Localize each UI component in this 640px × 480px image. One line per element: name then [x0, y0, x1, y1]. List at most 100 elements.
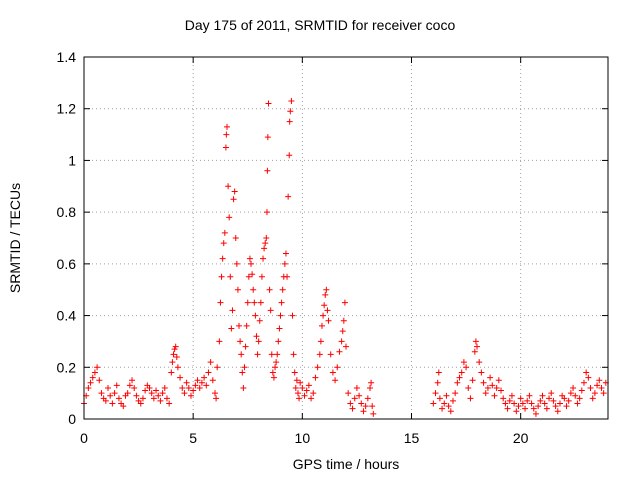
data-point [169, 359, 176, 366]
data-point [517, 395, 524, 402]
data-point [297, 379, 304, 386]
data-point [362, 403, 369, 410]
data-point [270, 374, 277, 381]
data-point [491, 392, 498, 399]
data-point [570, 384, 577, 391]
data-point [171, 346, 178, 353]
y-tick-label: 0.4 [57, 308, 77, 324]
data-point [522, 405, 529, 412]
data-point [190, 387, 197, 394]
data-point [173, 353, 180, 360]
data-point [436, 395, 443, 402]
data-point [572, 392, 579, 399]
data-point [155, 392, 162, 399]
data-point [447, 408, 454, 415]
data-point [487, 374, 494, 381]
data-point [563, 403, 570, 410]
data-point [288, 97, 295, 104]
data-point [129, 377, 136, 384]
data-point [272, 364, 279, 371]
data-point [238, 351, 245, 358]
data-point [456, 374, 463, 381]
data-point [368, 379, 375, 386]
data-point [207, 359, 214, 366]
data-point [159, 390, 166, 397]
data-point [212, 390, 218, 397]
data-point [85, 384, 92, 391]
data-point [87, 379, 94, 386]
data-point [240, 384, 247, 391]
data-point [161, 384, 168, 391]
data-point [460, 359, 467, 366]
data-point [256, 317, 263, 324]
data-point [217, 299, 224, 306]
data-point [508, 392, 515, 399]
x-tick-label: 0 [80, 430, 88, 446]
data-point [467, 395, 474, 402]
data-point [329, 369, 336, 376]
data-point [230, 196, 237, 203]
data-point [589, 395, 596, 402]
data-point [360, 408, 367, 415]
data-point [349, 405, 356, 412]
data-point [293, 377, 300, 384]
data-point [316, 351, 323, 358]
data-point [465, 384, 472, 391]
data-point [242, 343, 249, 350]
data-point [274, 351, 281, 358]
data-point [493, 384, 500, 391]
data-point [443, 392, 450, 399]
data-point [550, 397, 557, 404]
y-tick-label: 0.8 [57, 204, 77, 220]
axis-ticks: 0 0.2 0.4 0.6 0.8 1 1.2 1.4 0 5 10 15 20 [57, 49, 608, 446]
y-tick-label: 0 [68, 411, 76, 427]
data-point [310, 390, 317, 397]
data-point [574, 400, 581, 407]
data-point [168, 369, 175, 376]
data-point [276, 325, 283, 332]
data-point [172, 343, 179, 350]
data-point [519, 400, 526, 407]
data-point [185, 384, 192, 391]
data-point [234, 286, 241, 293]
y-tick-label: 0.6 [57, 256, 77, 272]
data-point [146, 384, 153, 391]
data-point [264, 167, 271, 174]
grid-lines [84, 57, 608, 419]
data-point [131, 384, 138, 391]
data-point [248, 260, 255, 267]
data-point [463, 364, 470, 371]
data-point [137, 400, 144, 407]
data-point [246, 255, 253, 262]
data-point [219, 255, 226, 262]
data-point [449, 397, 456, 404]
data-point [367, 384, 374, 391]
x-tick-label: 5 [189, 430, 197, 446]
data-point [216, 338, 223, 345]
data-point [263, 235, 270, 241]
data-point [229, 307, 236, 314]
data-point [124, 390, 131, 397]
data-point [262, 240, 269, 247]
data-point [495, 377, 502, 384]
data-point [515, 403, 522, 410]
data-point [435, 369, 442, 376]
data-point [578, 387, 585, 394]
data-point [269, 369, 276, 376]
data-point [267, 307, 274, 314]
data-point [233, 260, 240, 267]
data-point [576, 395, 583, 402]
y-tick-label: 1.4 [57, 49, 77, 65]
data-point [537, 397, 544, 404]
data-point [213, 395, 220, 402]
data-point [268, 351, 275, 358]
data-point [153, 387, 160, 394]
data-point [343, 343, 349, 350]
data-point [336, 348, 343, 355]
data-point [504, 405, 511, 412]
x-tick-label: 15 [404, 430, 420, 446]
data-point [471, 348, 478, 355]
data-point [292, 384, 299, 391]
data-point [203, 382, 210, 389]
data-point [596, 377, 603, 384]
